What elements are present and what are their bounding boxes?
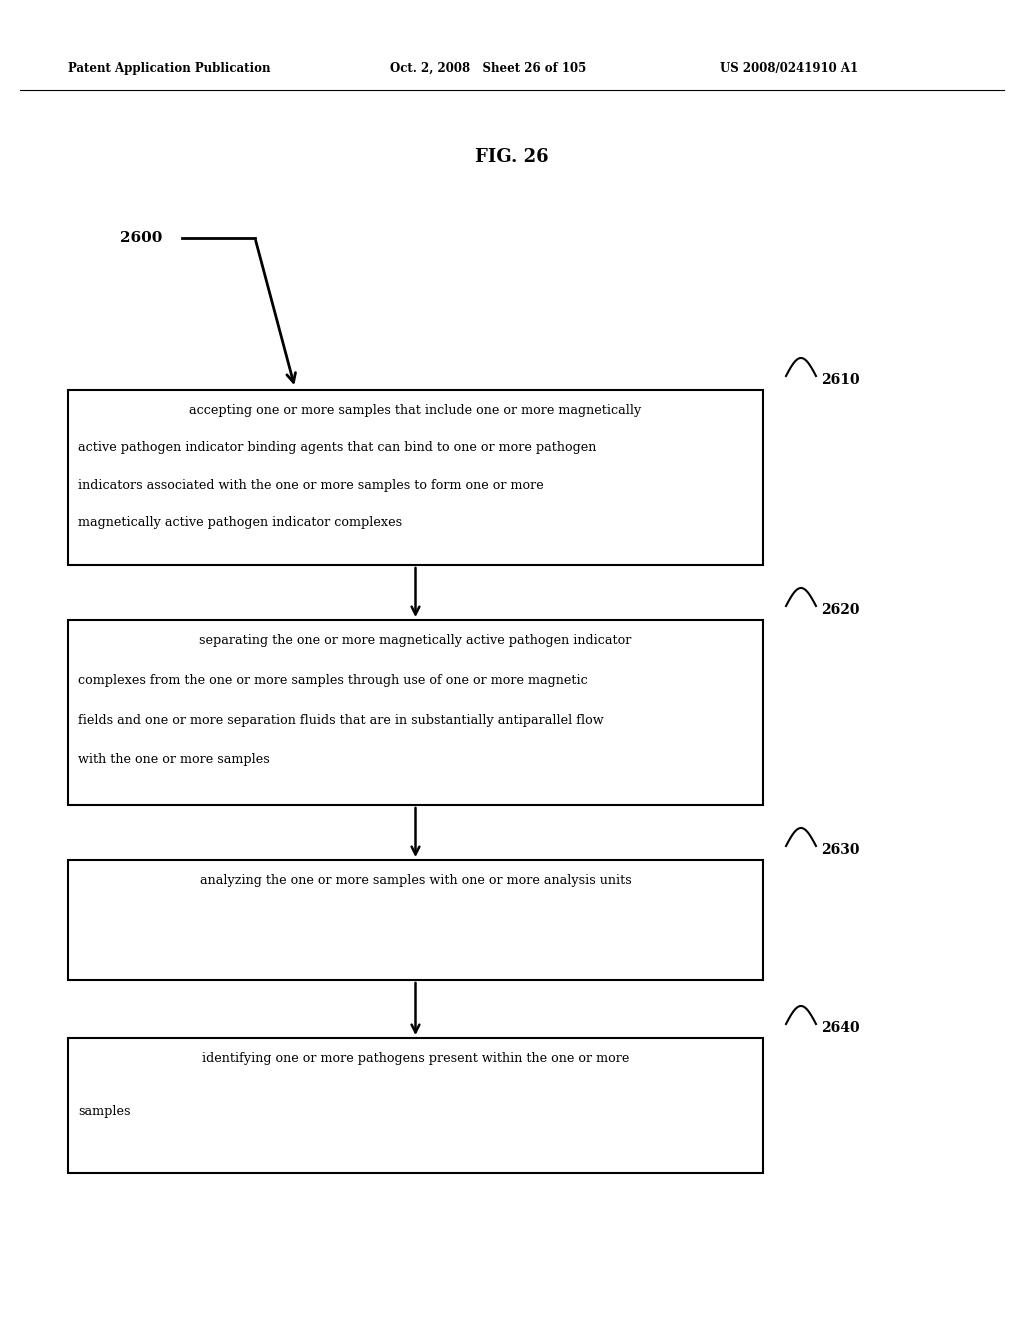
Text: samples: samples (78, 1105, 130, 1118)
Text: 2600: 2600 (120, 231, 163, 246)
Text: US 2008/0241910 A1: US 2008/0241910 A1 (720, 62, 858, 75)
Text: accepting one or more samples that include one or more magnetically: accepting one or more samples that inclu… (189, 404, 642, 417)
Text: analyzing the one or more samples with one or more analysis units: analyzing the one or more samples with o… (200, 874, 632, 887)
Bar (68, 620, 763, 805)
Bar (68, 389, 763, 565)
Text: with the one or more samples: with the one or more samples (78, 754, 269, 767)
Text: 2610: 2610 (821, 374, 859, 387)
Text: fields and one or more separation fluids that are in substantially antiparallel : fields and one or more separation fluids… (78, 714, 603, 726)
Bar (68, 1038, 763, 1173)
Text: 2640: 2640 (821, 1020, 859, 1035)
Text: magnetically active pathogen indicator complexes: magnetically active pathogen indicator c… (78, 516, 402, 529)
Text: complexes from the one or more samples through use of one or more magnetic: complexes from the one or more samples t… (78, 673, 588, 686)
Text: FIG. 26: FIG. 26 (475, 148, 549, 166)
Text: 2630: 2630 (821, 843, 859, 857)
Text: separating the one or more magnetically active pathogen indicator: separating the one or more magnetically … (200, 634, 632, 647)
Text: 2620: 2620 (821, 603, 859, 616)
Text: active pathogen indicator binding agents that can bind to one or more pathogen: active pathogen indicator binding agents… (78, 441, 596, 454)
Bar (68, 861, 763, 979)
Text: identifying one or more pathogens present within the one or more: identifying one or more pathogens presen… (202, 1052, 629, 1065)
Text: Oct. 2, 2008   Sheet 26 of 105: Oct. 2, 2008 Sheet 26 of 105 (390, 62, 587, 75)
Text: Patent Application Publication: Patent Application Publication (68, 62, 270, 75)
Text: indicators associated with the one or more samples to form one or more: indicators associated with the one or mo… (78, 479, 544, 492)
